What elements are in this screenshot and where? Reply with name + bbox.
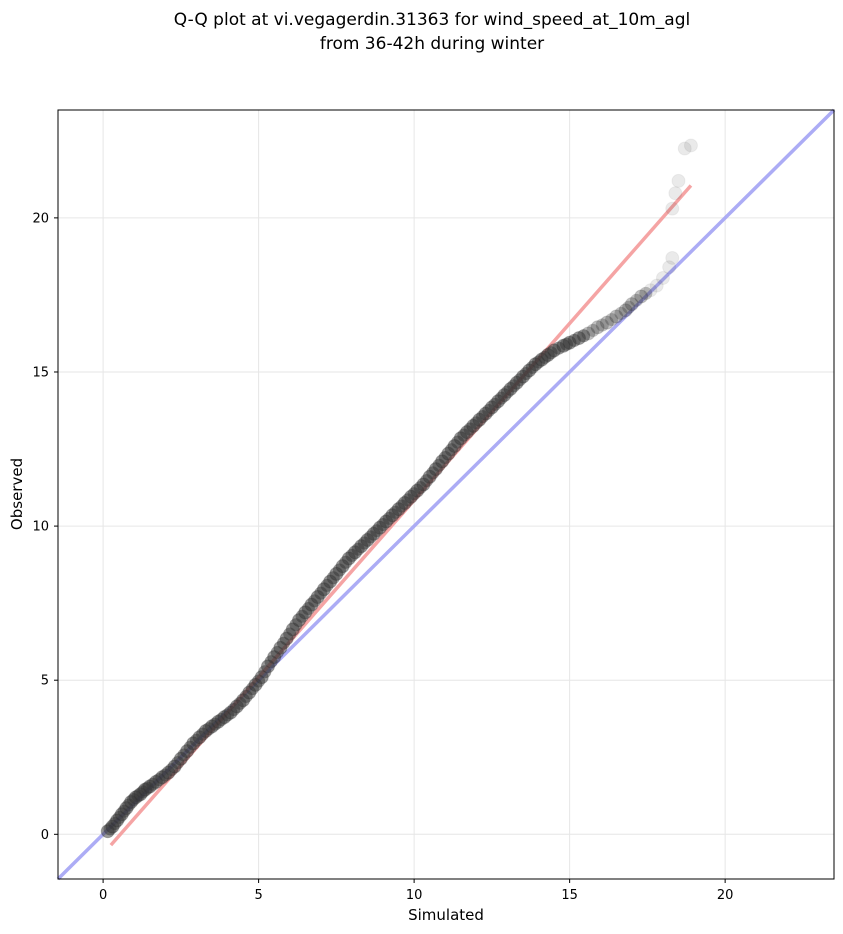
y-tick-label: 10: [32, 520, 49, 535]
x-tick-label: 10: [406, 888, 423, 903]
quantile-points: [100, 138, 698, 839]
quantile-point: [581, 326, 596, 341]
quantile-point: [622, 300, 636, 314]
chart-title-line-1: Q-Q plot at vi.vegagerdin.31363 for wind…: [174, 10, 690, 30]
quantile-point: [671, 173, 686, 188]
plot-area: [56, 108, 836, 881]
x-tick-label: 5: [254, 888, 262, 903]
quantile-point: [618, 303, 633, 318]
quantile-point: [605, 313, 619, 327]
y-axis-label: Observed: [8, 458, 26, 530]
quantile-point: [590, 320, 605, 335]
quantile-point: [662, 260, 677, 275]
y-tick-label: 15: [32, 365, 49, 380]
quantile-point: [595, 318, 609, 332]
quantile-point: [649, 278, 664, 293]
quantile-point: [665, 250, 680, 265]
quantile-point: [665, 201, 680, 216]
y-tick-label: 20: [32, 211, 49, 226]
quantile-point: [643, 283, 658, 298]
y-tick-label: 0: [41, 828, 49, 843]
x-axis-label: Simulated: [408, 906, 484, 924]
quantile-point: [624, 297, 639, 312]
quantile-point: [677, 141, 692, 156]
quantile-point: [614, 306, 628, 320]
quantile-point: [668, 186, 683, 201]
x-axis-ticks: 0 5 10 15 20: [99, 879, 733, 903]
quantile-point: [655, 270, 670, 285]
y-tick-label: 5: [41, 674, 49, 689]
quantile-point: [599, 315, 614, 330]
quantile-point: [634, 289, 649, 304]
quantile-point: [630, 293, 644, 307]
quantile-point: [609, 309, 624, 324]
x-tick-label: 20: [717, 888, 734, 903]
quantile-point: [577, 329, 591, 343]
quantile-point: [683, 138, 698, 153]
y-axis-ticks: 0 5 10 15 20: [32, 211, 58, 843]
x-tick-label: 15: [561, 888, 578, 903]
quantile-point: [639, 286, 653, 300]
quantile-point: [586, 323, 600, 337]
chart-title-line-2: from 36-42h during winter: [320, 34, 544, 54]
x-tick-label: 0: [99, 888, 107, 903]
plot-frame: [57, 109, 835, 880]
